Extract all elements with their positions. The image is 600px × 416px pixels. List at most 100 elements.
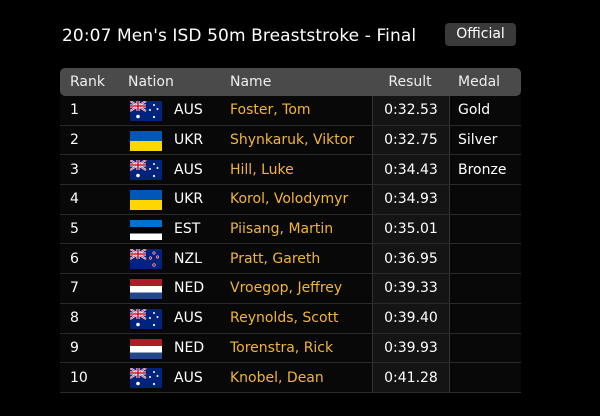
rank: 2 xyxy=(70,132,79,149)
flag-part xyxy=(153,371,155,374)
result: 0:36.95 xyxy=(372,244,450,274)
event-title: 20:07 Men's ISD 50m Breaststroke - Final xyxy=(62,26,417,46)
flag-part xyxy=(130,226,162,234)
flag-part xyxy=(152,175,156,178)
nation: NED xyxy=(174,339,205,356)
rank: 9 xyxy=(70,339,79,356)
flag xyxy=(130,338,162,359)
column-header: Name xyxy=(230,74,272,90)
result: 0:41.28 xyxy=(372,363,450,392)
rank: 8 xyxy=(70,310,79,327)
flag-part xyxy=(130,101,146,111)
rank: 7 xyxy=(70,280,79,297)
nation: UKR xyxy=(174,132,204,149)
status-badge: Official xyxy=(445,23,516,46)
athlete-name: Torenstra, Rick xyxy=(230,339,334,356)
flag xyxy=(130,101,162,121)
result-row: 9 NED Torenstra, Rick 0:39.93 xyxy=(60,333,521,364)
result-row: 1 AUS Foster, Tom 0:32.53 Gold xyxy=(60,96,521,126)
nation: AUS xyxy=(174,102,203,119)
flag-part xyxy=(156,375,159,378)
result: 0:39.93 xyxy=(372,333,450,363)
flag-part xyxy=(149,316,151,319)
result-row: 8 AUS Reynolds, Scott 0:39.40 xyxy=(60,303,521,334)
flag-part xyxy=(149,376,151,379)
flag-part xyxy=(130,338,162,346)
column-header: Medal xyxy=(458,74,501,90)
rank: 4 xyxy=(70,191,79,208)
medal: Silver xyxy=(458,132,498,149)
result-row: 5 EST Piisang, Martin 0:35.01 xyxy=(60,214,521,245)
athlete-name: Vroegop, Jeffrey xyxy=(230,280,343,297)
result-row: 3 AUS Hill, Luke 0:34.43 Bronze xyxy=(60,155,521,186)
result-row: 6 NZL Pratt, Gareth 0:36.95 xyxy=(60,244,521,275)
nation: AUS xyxy=(174,310,203,327)
flag-part xyxy=(130,140,162,151)
flag-part xyxy=(130,233,162,240)
flag-part xyxy=(152,251,156,255)
rank: 6 xyxy=(70,250,79,267)
header-row: Rank Nation Name Result Medal xyxy=(60,68,521,96)
flag-part xyxy=(130,190,162,201)
result: 0:32.53 xyxy=(372,96,450,125)
flag xyxy=(130,160,162,181)
rank: 5 xyxy=(70,221,79,238)
flag-part xyxy=(155,255,160,259)
column-header: Rank xyxy=(70,74,105,90)
flag-part xyxy=(136,381,140,386)
nation: EST xyxy=(174,221,201,238)
flag-part xyxy=(152,115,156,119)
flag-part xyxy=(149,168,151,171)
athlete-name: Knobel, Dean xyxy=(230,369,324,386)
column-header: Result xyxy=(388,74,432,90)
result-row: 7 NED Vroegop, Jeffrey 0:39.33 xyxy=(60,274,521,304)
flag-part xyxy=(130,352,162,359)
flag-part xyxy=(156,167,159,170)
flag xyxy=(130,308,162,329)
athlete-name: Shynkaruk, Viktor xyxy=(230,132,355,149)
flag-part xyxy=(130,200,162,211)
rank: 1 xyxy=(70,102,79,119)
flag-part xyxy=(136,174,140,178)
flag xyxy=(130,279,162,300)
flag-part xyxy=(153,104,155,106)
athlete-name: Piisang, Martin xyxy=(230,221,334,238)
flag-part xyxy=(130,249,146,260)
medal: Bronze xyxy=(458,161,507,178)
column-header: Nation xyxy=(128,74,174,90)
flag xyxy=(130,249,162,270)
nation: NED xyxy=(174,280,205,297)
flag-part xyxy=(148,256,153,260)
flag-part xyxy=(156,108,159,110)
flag-part xyxy=(152,383,156,386)
flag-part xyxy=(153,311,155,314)
athlete-name: Reynolds, Scott xyxy=(230,310,339,327)
flag-part xyxy=(130,308,146,319)
result: 0:34.93 xyxy=(372,185,450,214)
flag-part xyxy=(130,292,162,300)
rank: 3 xyxy=(70,161,79,178)
result: 0:39.40 xyxy=(372,303,450,333)
flag-part xyxy=(156,315,159,318)
athlete-name: Korol, Volodymyr xyxy=(230,191,349,208)
flag xyxy=(130,190,162,211)
result-row: 2 UKR Shynkaruk, Viktor 0:32.75 Silver xyxy=(60,125,521,156)
flag-part xyxy=(130,219,162,227)
flag-part xyxy=(130,160,146,171)
nation: UKR xyxy=(174,191,204,208)
result: 0:32.75 xyxy=(372,125,450,155)
flag-part xyxy=(130,368,146,379)
athlete-name: Foster, Tom xyxy=(230,102,311,119)
flag-part xyxy=(136,114,140,119)
athlete-name: Pratt, Gareth xyxy=(230,250,321,267)
athlete-name: Hill, Luke xyxy=(230,161,294,178)
flag xyxy=(130,368,162,389)
result: 0:39.33 xyxy=(372,274,450,303)
nation: NZL xyxy=(174,250,202,267)
rank: 10 xyxy=(70,369,88,386)
flag-part xyxy=(152,263,156,268)
nation: AUS xyxy=(174,161,203,178)
result: 0:35.01 xyxy=(372,214,450,244)
nation: AUS xyxy=(174,369,203,386)
